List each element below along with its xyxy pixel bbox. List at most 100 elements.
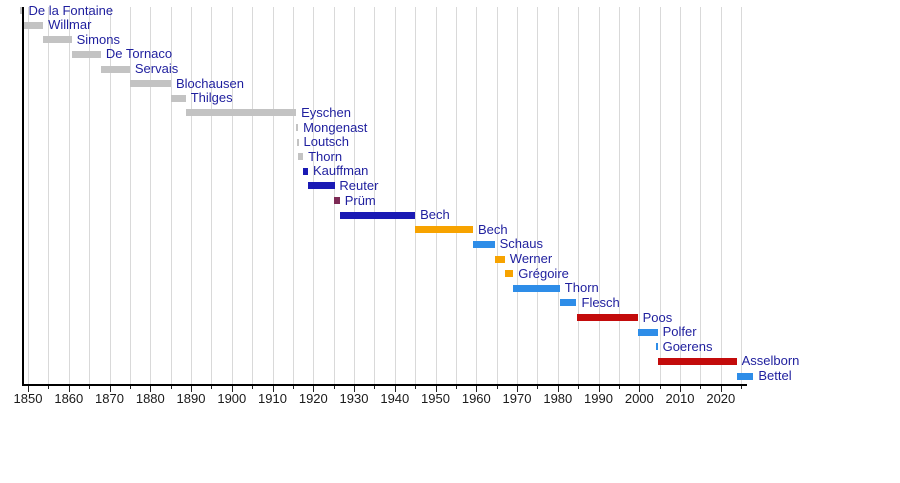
gridline	[354, 7, 355, 384]
axis-tick	[292, 386, 294, 389]
gridline	[741, 7, 743, 384]
gridline	[272, 7, 274, 384]
timeline-bar	[171, 94, 186, 102]
gridline	[415, 7, 417, 384]
gridline	[680, 7, 681, 384]
entry-label[interactable]: Prüm	[344, 192, 376, 208]
entry-label[interactable]: Thorn	[308, 148, 343, 164]
gridline	[109, 7, 111, 384]
axis-tick	[415, 386, 417, 389]
gridline	[170, 7, 172, 384]
entry-label[interactable]: Werner	[509, 251, 553, 266]
axis-tick	[720, 386, 722, 392]
axis-tick	[557, 386, 559, 392]
axis-tick	[455, 386, 457, 389]
axis-tick	[618, 386, 620, 389]
timeline-bar	[129, 80, 172, 88]
entry-label[interactable]: De Tornaco	[105, 46, 173, 62]
gridline	[537, 7, 539, 384]
timeline-bar	[23, 21, 44, 29]
timeline-bar	[43, 36, 72, 44]
entry-label[interactable]: Polfer	[662, 324, 697, 340]
entry-label[interactable]: Asselborn	[741, 353, 800, 369]
timeline-bar	[185, 109, 297, 117]
axis-year-label: 2020	[706, 391, 736, 406]
timeline-bar	[71, 50, 101, 58]
timeline-bar	[100, 65, 130, 73]
axis-tick	[435, 386, 437, 392]
entry-label[interactable]: Bech	[478, 221, 508, 237]
timeline-bar	[334, 197, 340, 205]
timeline-bar	[637, 328, 658, 336]
entry-label[interactable]: Thorn	[564, 280, 599, 296]
gridline	[313, 7, 315, 384]
gridline	[292, 7, 294, 384]
gridline	[211, 7, 213, 384]
entry-label[interactable]: Reuter	[339, 177, 379, 193]
axis-tick	[48, 386, 50, 389]
timeline-bar	[297, 153, 304, 161]
timeline-bar	[296, 124, 299, 131]
axis-year-label: 1910	[258, 391, 287, 406]
entry-label[interactable]: Grégoire	[518, 265, 569, 281]
entry-label[interactable]: Eyschen	[301, 104, 351, 120]
axis-tick	[333, 386, 335, 389]
axis-tick	[578, 386, 580, 389]
entry-label[interactable]: Poos	[642, 309, 673, 325]
entry-label[interactable]: Blochausen	[176, 75, 244, 91]
axis-year-label: 1860	[54, 391, 84, 406]
axis-year-label: 1900	[217, 391, 247, 406]
axis-tick	[272, 386, 274, 392]
axis-year-label: 1850	[13, 391, 43, 406]
entry-label[interactable]: Kauffman	[313, 163, 369, 179]
entry-label[interactable]: Simons	[76, 31, 120, 47]
axis-tick	[150, 386, 152, 392]
gridline	[720, 7, 722, 384]
timeline-bar	[415, 226, 473, 234]
gridline	[191, 7, 192, 384]
entry-label[interactable]: Bech	[420, 207, 450, 223]
x-axis-line	[22, 384, 747, 386]
y-axis-line	[22, 7, 24, 386]
gridline	[68, 7, 70, 384]
timeline-bar	[19, 7, 24, 14]
gridline	[394, 7, 396, 384]
axis-tick	[394, 386, 396, 392]
axis-year-label: 1870	[95, 391, 124, 406]
entry-label[interactable]: De la Fontaine	[28, 2, 114, 18]
gridline	[150, 7, 152, 384]
axis-tick	[252, 386, 254, 389]
gridline	[374, 7, 376, 384]
axis-tick	[659, 386, 661, 389]
entry-label[interactable]: Flesch	[581, 294, 620, 310]
timeline-bar	[308, 182, 335, 190]
axis-tick	[68, 386, 70, 392]
entry-label[interactable]: Schaus	[499, 236, 543, 252]
axis-tick	[639, 386, 641, 392]
timeline-bar	[339, 211, 416, 219]
entry-label[interactable]: Mongenast	[303, 119, 368, 135]
entry-label[interactable]: Servais	[134, 61, 179, 76]
axis-tick	[191, 386, 192, 392]
entry-label[interactable]: Thilges	[190, 90, 233, 106]
axis-year-label: 2000	[624, 391, 654, 406]
axis-year-label: 1930	[339, 391, 369, 406]
gridline	[455, 7, 457, 384]
axis-year-label: 1940	[380, 391, 410, 406]
gridline	[333, 7, 335, 384]
axis-tick	[211, 386, 213, 389]
axis-tick	[313, 386, 315, 392]
axis-tick	[354, 386, 355, 392]
entry-label[interactable]: Willmar	[48, 17, 92, 33]
gridline	[618, 7, 620, 384]
entry-label[interactable]: Goerens	[662, 338, 713, 354]
timeline-bar	[296, 138, 299, 146]
entry-label[interactable]: Bettel	[758, 368, 792, 383]
timeline-bar	[655, 343, 658, 351]
entry-label[interactable]: Loutsch	[303, 134, 350, 150]
axis-year-label: 1920	[298, 391, 328, 406]
gridline	[89, 7, 91, 384]
gridline	[252, 7, 254, 384]
axis-tick	[89, 386, 91, 389]
